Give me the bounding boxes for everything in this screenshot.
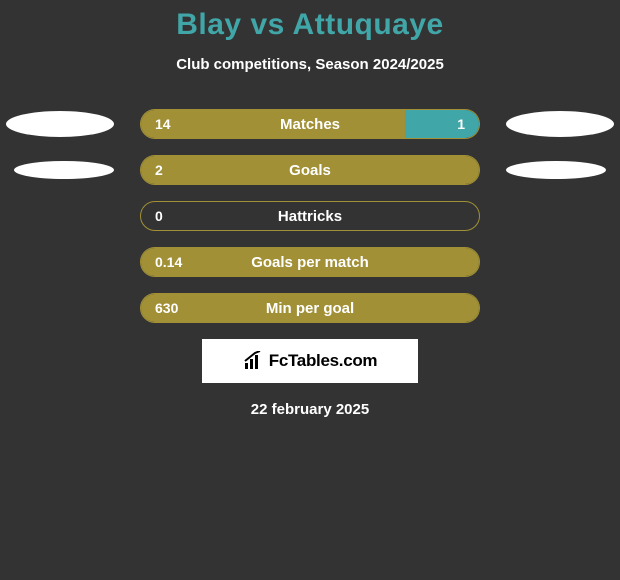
stat-value-left: 0.14 [155,254,182,270]
player-avatar-right [506,111,614,137]
stat-value-left: 0 [155,208,163,224]
stat-rows: 14 1 Matches 2 Goals 0 Hattricks 0.14 Goals per … [0,109,620,323]
stat-label: Min per goal [266,300,354,317]
stat-row: 0.14 Goals per match [0,247,620,277]
stat-label: Goals [289,162,331,179]
stat-bar-fill-left [141,110,405,138]
stat-bar: 630 Min per goal [140,293,480,323]
stat-bar: 14 1 Matches [140,109,480,139]
stat-bar-fill-right [405,110,479,138]
stat-label: Hattricks [278,208,342,225]
stat-value-left: 2 [155,162,163,178]
stat-label: Matches [280,116,340,133]
stat-bar: 0 Hattricks [140,201,480,231]
player-avatar-left [14,161,114,179]
stat-value-left: 14 [155,116,171,132]
brand-logo[interactable]: FcTables.com [202,339,418,383]
page-title: Blay vs Attuquaye [0,8,620,42]
stat-row: 0 Hattricks [0,201,620,231]
stat-value-left: 630 [155,300,178,316]
subtitle: Club competitions, Season 2024/2025 [0,56,620,73]
player-avatar-left [6,111,114,137]
player-avatar-right [506,161,606,179]
stat-row: 2 Goals [0,155,620,185]
stat-value-right: 1 [457,116,465,132]
brand-text: FcTables.com [269,351,378,371]
stat-label: Goals per match [251,254,369,271]
stat-row: 630 Min per goal [0,293,620,323]
comparison-widget: Blay vs Attuquaye Club competitions, Sea… [0,0,620,418]
chart-icon [243,351,265,371]
stat-bar: 0.14 Goals per match [140,247,480,277]
stat-bar: 2 Goals [140,155,480,185]
stat-row: 14 1 Matches [0,109,620,139]
date-label: 22 february 2025 [0,401,620,418]
